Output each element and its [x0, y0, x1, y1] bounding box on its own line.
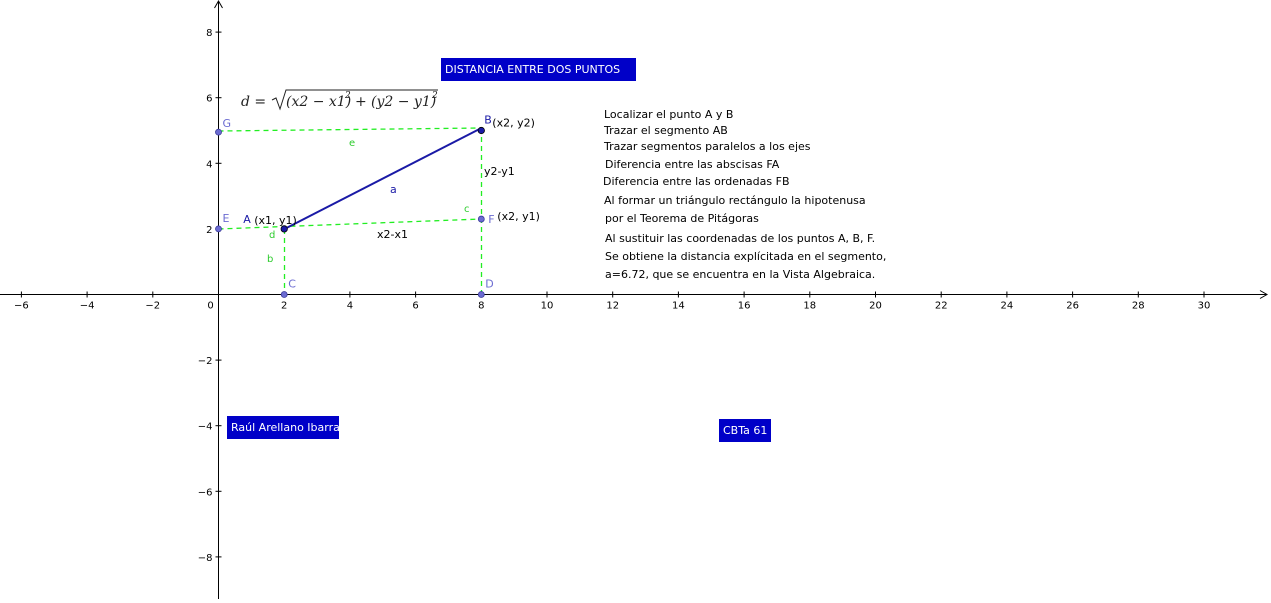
- x-tick-label: −2: [145, 301, 160, 312]
- y-tick-label: −8: [198, 553, 213, 564]
- formula-term2: (y2 − y1): [371, 94, 436, 110]
- segment-e-gb: [218, 127, 482, 132]
- y-tick-label: 2: [206, 225, 212, 236]
- point-c[interactable]: [280, 291, 288, 298]
- x-tick-label: 18: [803, 301, 816, 312]
- x-tick-label: −4: [80, 301, 95, 312]
- point-label-g: G: [223, 117, 232, 130]
- author-text: Raúl Arellano Ibarra: [231, 421, 340, 434]
- step-2: Trazar el segmento AB: [603, 124, 728, 137]
- step-1: Localizar el punto A y B: [604, 108, 733, 121]
- formula-plus: +: [355, 94, 367, 110]
- step-4: Diferencia entre las abscisas FA: [605, 158, 780, 171]
- step-10: a=6.72, que se encuentra en la Vista Alg…: [605, 268, 875, 281]
- sqrt-symbol: [271, 89, 438, 111]
- point-label-a: A: [243, 213, 251, 226]
- y-axis: [214, 0, 223, 599]
- x-tick-label: 10: [541, 301, 554, 312]
- x-tick-label: 28: [1132, 301, 1145, 312]
- x-tick-label: 24: [1001, 301, 1014, 312]
- x-tick-label: 4: [347, 301, 353, 312]
- y-tick-label: −2: [198, 356, 213, 367]
- author-box[interactable]: Raúl Arellano Ibarra: [227, 416, 340, 439]
- segment-a-hypotenuse[interactable]: [284, 127, 482, 230]
- label-a: a: [390, 183, 397, 196]
- point-coord-a: (x1, y1): [254, 214, 297, 227]
- label-e: e: [349, 138, 355, 149]
- y-tick-label: 8: [206, 28, 212, 39]
- school-box[interactable]: CBTa 61: [719, 419, 771, 442]
- y-tick-label: −4: [198, 422, 213, 433]
- point-label-b: B: [484, 114, 492, 127]
- x-tick-label: −6: [14, 301, 29, 312]
- point-b[interactable]: [477, 126, 485, 135]
- x-tick-label: 22: [935, 301, 948, 312]
- x-tick-label: 0: [207, 301, 213, 312]
- label-b: b: [267, 254, 273, 265]
- y-axis-ticks: 8 6 4 2 −2 −4 −6 −8: [198, 28, 222, 564]
- x-tick-label: 30: [1198, 301, 1211, 312]
- formula-exp1: 2: [344, 91, 351, 101]
- x-tick-label: 8: [478, 301, 484, 312]
- label-c: c: [464, 204, 470, 215]
- step-3: Trazar segmentos paralelos a los ejes: [603, 140, 811, 153]
- points-layer[interactable]: A (x1, y1) B (x2, y2) C D E F (x2, y1) G: [215, 114, 540, 298]
- y-tick-label: −6: [198, 487, 213, 498]
- segment-ea-af: [218, 218, 482, 230]
- point-d[interactable]: [477, 291, 485, 298]
- school-text: CBTa 61: [723, 424, 767, 437]
- x-tick-label: 2: [281, 301, 287, 312]
- x-tick-label: 6: [412, 301, 418, 312]
- step-7: por el Teorema de Pitágoras: [605, 212, 759, 225]
- point-a[interactable]: [280, 225, 288, 233]
- formula-exp2: 2: [431, 91, 438, 101]
- y-tick-label: 4: [206, 159, 212, 170]
- formula-term1: (x2 − x1): [286, 94, 351, 110]
- x-tick-label: 16: [738, 301, 751, 312]
- point-f[interactable]: [477, 215, 485, 223]
- x-axis: [0, 290, 1269, 299]
- step-8: Al sustituir las coordenadas de los punt…: [605, 232, 875, 245]
- steps-list: Localizar el punto A y B Trazar el segme…: [603, 108, 886, 281]
- point-label-d: D: [485, 278, 493, 291]
- title-text: DISTANCIA ENTRE DOS PUNTOS: [445, 63, 620, 76]
- distance-formula: d = (x2 − x1) 2 + (y2 − y1) 2: [241, 89, 438, 111]
- step-9: Se obtiene la distancia explícitada en e…: [605, 250, 886, 263]
- point-e[interactable]: [215, 225, 222, 233]
- title-box[interactable]: DISTANCIA ENTRE DOS PUNTOS: [441, 58, 636, 81]
- x-tick-label: 12: [606, 301, 619, 312]
- point-g[interactable]: [215, 128, 222, 136]
- label-dx: x2-x1: [377, 228, 408, 241]
- point-coord-f: (x2, y1): [497, 210, 540, 223]
- x-tick-label: 26: [1066, 301, 1079, 312]
- point-label-e: E: [223, 212, 230, 225]
- x-axis-ticks: −6 −4 −2 0 2 4 6 8 10 12 14 16 18 20 22 24 26 28 30: [14, 291, 1211, 312]
- step-5: Diferencia entre las ordenadas FB: [603, 175, 790, 188]
- point-label-f: F: [488, 213, 494, 226]
- label-d: d: [269, 230, 275, 241]
- x-tick-label: 20: [869, 301, 882, 312]
- point-coord-b: (x2, y2): [492, 117, 535, 130]
- dashed-helper-segments: [218, 127, 483, 295]
- x-tick-label: 14: [672, 301, 685, 312]
- step-6: Al formar un triángulo rectángulo la hip…: [604, 194, 866, 207]
- formula-lhs: d =: [241, 94, 266, 110]
- y-tick-label: 6: [206, 94, 212, 105]
- point-label-c: C: [288, 278, 296, 291]
- label-dy: y2-y1: [484, 165, 515, 178]
